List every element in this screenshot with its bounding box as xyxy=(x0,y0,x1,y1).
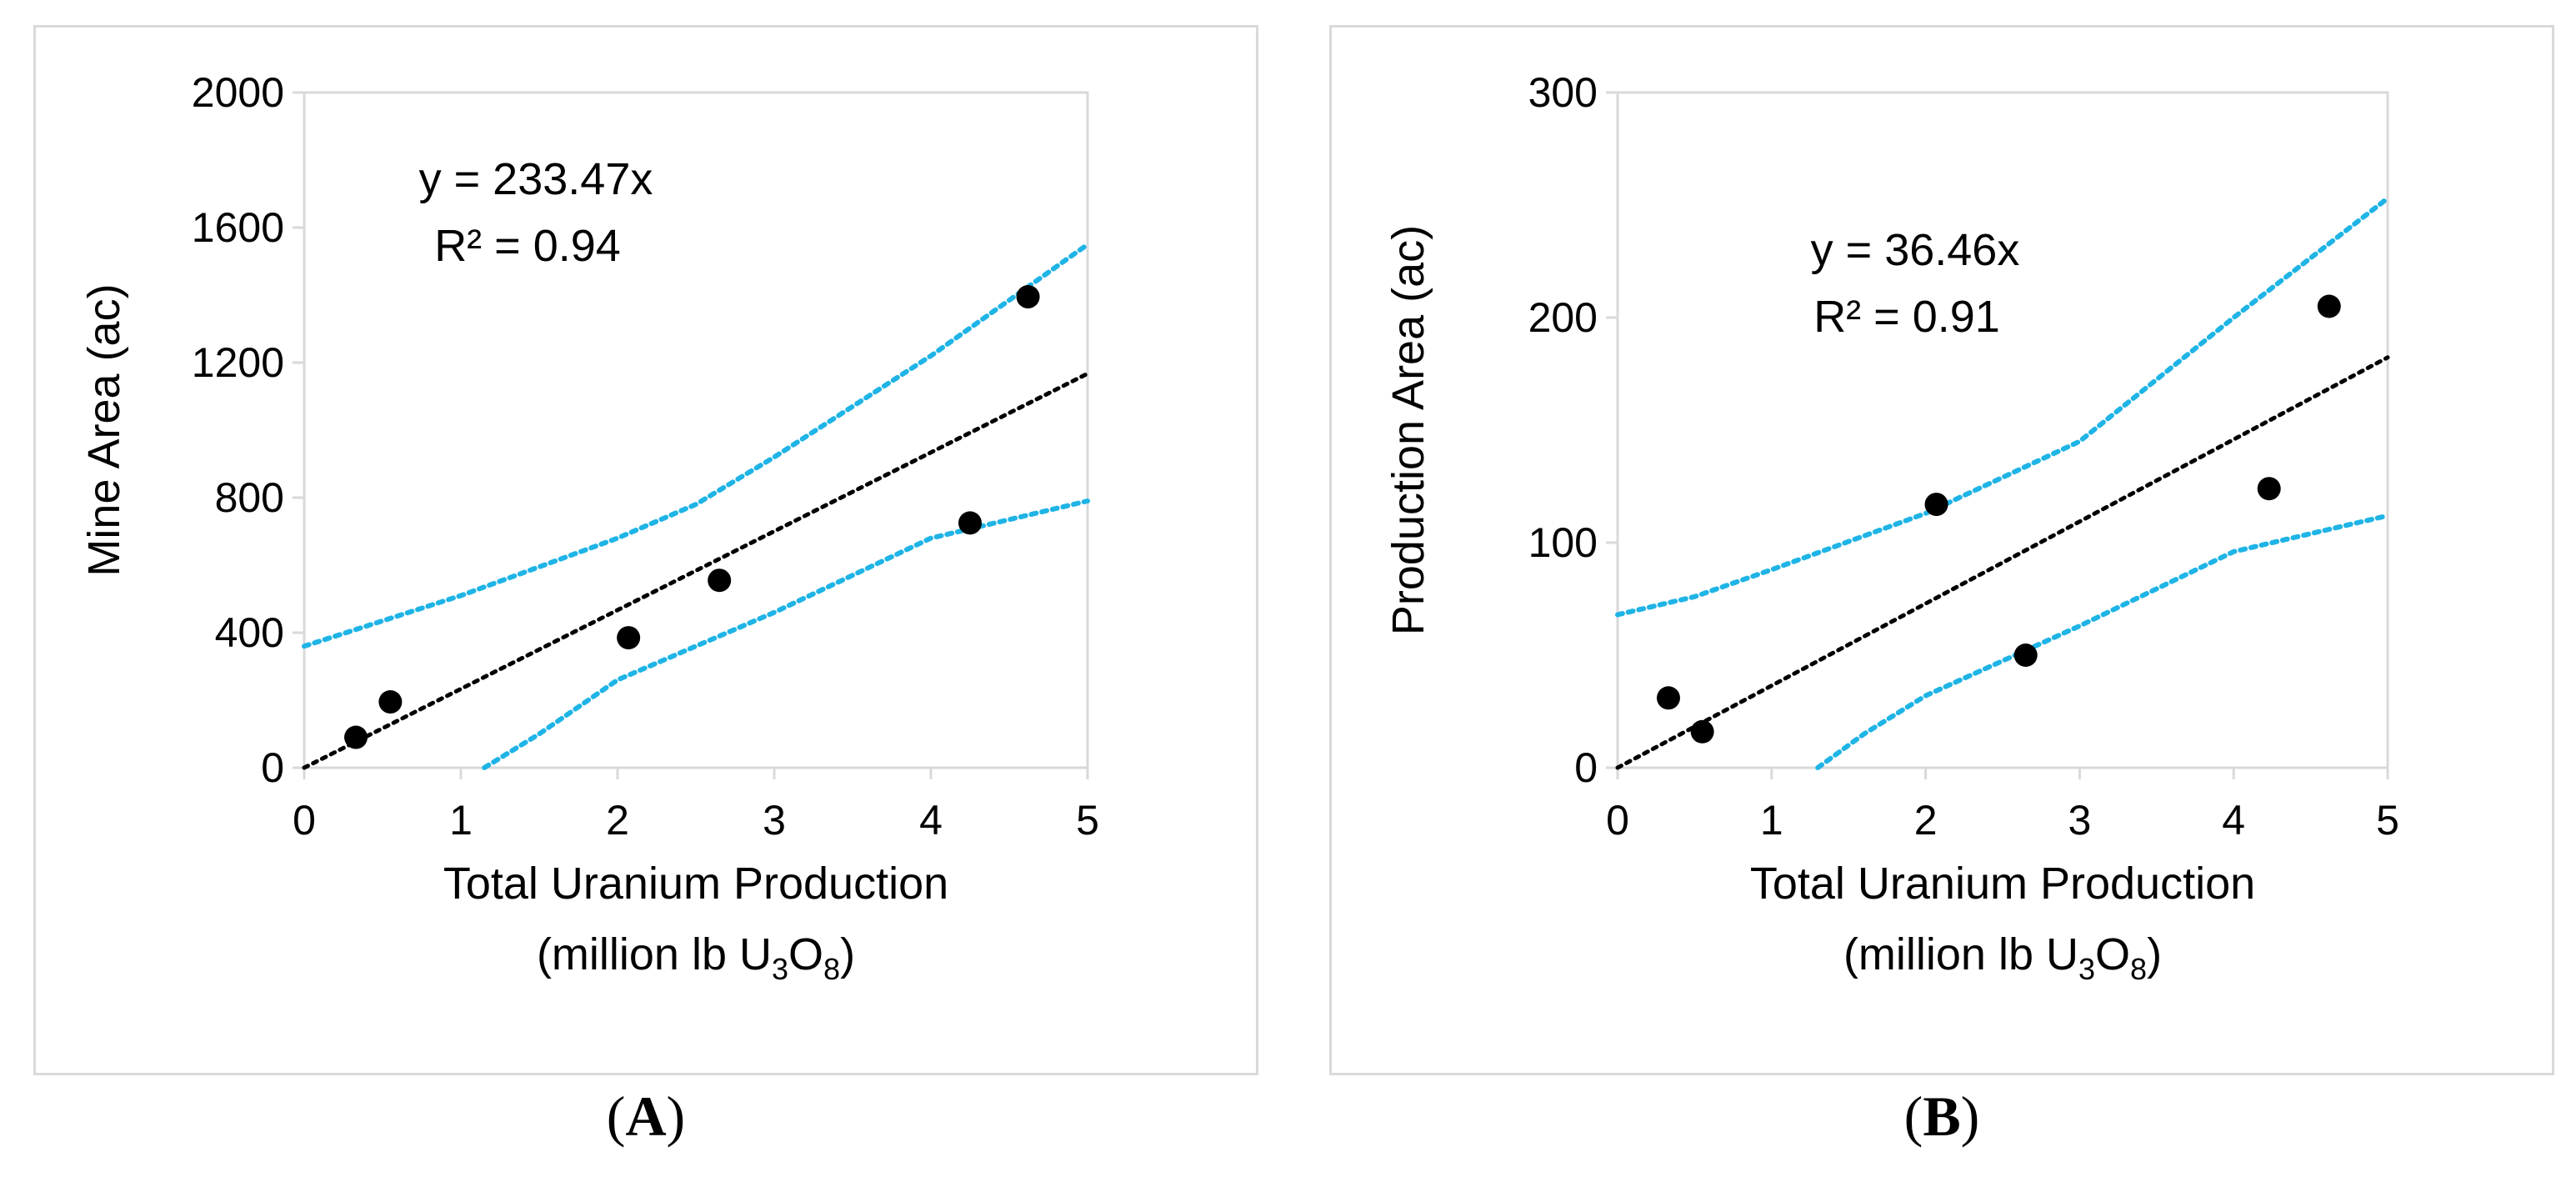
chart-b-plot-frame xyxy=(1616,91,2389,769)
chart-b-data-point xyxy=(1690,719,1714,744)
subscript-text: 3 xyxy=(772,952,788,986)
chart-a-y-tick-label: 1200 xyxy=(192,339,284,386)
chart-b-x-tick-label: 2 xyxy=(1914,797,1938,844)
chart-a-y-tick-label: 2000 xyxy=(192,69,284,116)
chart-b-x-tick-label: 1 xyxy=(1760,797,1783,844)
chart-a-data-point xyxy=(344,725,368,749)
chart-a-x-tick-label: 1 xyxy=(449,797,473,844)
chart-a-x-tick-label: 0 xyxy=(293,797,316,844)
chart-a-data-point xyxy=(708,568,732,593)
chart-a-lower-confidence-band xyxy=(482,498,1090,770)
chart-a-data-point xyxy=(378,690,403,714)
panel-label-b: (B) xyxy=(1903,1084,1980,1148)
subscript-text: 8 xyxy=(2130,952,2147,986)
chart-b-x-tick-label: 4 xyxy=(2222,797,2245,844)
unit-text: ) xyxy=(840,929,855,979)
chart-b-x-tick-label: 0 xyxy=(1606,797,1629,844)
chart-b-data-point xyxy=(2257,477,2281,501)
chart-b-x-axis-unit-label: (million lb U3O8) xyxy=(1843,929,2162,986)
chart-a-svg: 0 400 800 1200 1600 2000 0 1 2 3 4 5 y = 233.47x R² =… xyxy=(79,69,1099,986)
chart-a-x-tick-label: 3 xyxy=(763,797,786,844)
chart-a-data-point xyxy=(1016,285,1040,309)
chart-b-lower-confidence-band xyxy=(1815,513,2390,770)
chart-a-data-point xyxy=(617,626,641,650)
chart-a-y-axis-label: Mine Area (ac) xyxy=(79,283,129,576)
chart-panel-b: 0 100 200 300 0 1 2 3 4 5 y = 36.46x R² = 0.91 Produ… xyxy=(1329,25,2554,1075)
subscript-text: 8 xyxy=(823,952,840,986)
chart-b-equation-label: y = 36.46x xyxy=(1811,225,2020,275)
chart-b-x-axis-label: Total Uranium Production xyxy=(1750,859,2255,909)
chart-a-x-tick-label: 5 xyxy=(1076,797,1099,844)
unit-text: (million lb U xyxy=(537,929,772,979)
chart-a-x-axis-label: Total Uranium Production xyxy=(443,859,948,909)
chart-a-y-tick-label: 1600 xyxy=(192,204,284,251)
chart-b-trendline xyxy=(1615,355,2390,770)
unit-text: O xyxy=(788,929,823,979)
chart-b-data-point xyxy=(1924,493,1948,517)
chart-a-y-tick-label: 0 xyxy=(261,744,284,791)
chart-b-r-squared-label: R² = 0.91 xyxy=(1813,292,2000,342)
chart-a-plot-frame xyxy=(303,91,1089,769)
chart-a-x-tick-label: 2 xyxy=(606,797,629,844)
chart-b-x-tick-label: 3 xyxy=(2068,797,2091,844)
chart-a-x-axis-unit-label: (million lb U3O8) xyxy=(537,929,855,986)
chart-b-svg: 0 100 200 300 0 1 2 3 4 5 y = 36.46x R² = 0.91 Produ… xyxy=(1383,69,2399,986)
chart-b-y-tick-label: 0 xyxy=(1574,744,1598,791)
subscript-text: 3 xyxy=(2078,952,2095,986)
chart-a-r-squared-label: R² = 0.94 xyxy=(434,221,621,271)
chart-a-trendline xyxy=(302,371,1090,770)
chart-a-upper-confidence-band xyxy=(302,242,1090,649)
chart-b-data-point xyxy=(2013,644,2038,667)
chart-a-equation-label: y = 233.47x xyxy=(419,154,653,204)
chart-a-y-tick-label: 400 xyxy=(215,609,284,656)
chart-b-x-tick-label: 5 xyxy=(2376,797,2399,844)
chart-b-y-axis-label: Production Area (ac) xyxy=(1383,225,1433,635)
chart-b-data-point xyxy=(1656,686,1680,710)
chart-a-y-tick-label: 800 xyxy=(215,474,284,521)
unit-text: O xyxy=(2095,929,2130,979)
chart-b-data-point xyxy=(2317,294,2341,318)
chart-panel-a: 0 400 800 1200 1600 2000 0 1 2 3 4 5 y = 233.47x R² =… xyxy=(33,25,1258,1075)
unit-text: ) xyxy=(2147,929,2162,979)
chart-a-x-tick-label: 4 xyxy=(919,797,943,844)
chart-b-y-tick-label: 300 xyxy=(1528,69,1598,116)
chart-a-data-point xyxy=(958,511,982,535)
chart-b-y-tick-label: 100 xyxy=(1528,519,1598,566)
chart-b-y-tick-label: 200 xyxy=(1528,294,1598,341)
unit-text: (million lb U xyxy=(1843,929,2078,979)
chart-b-upper-confidence-band xyxy=(1615,195,2390,618)
panel-label-a: (A) xyxy=(606,1084,686,1148)
